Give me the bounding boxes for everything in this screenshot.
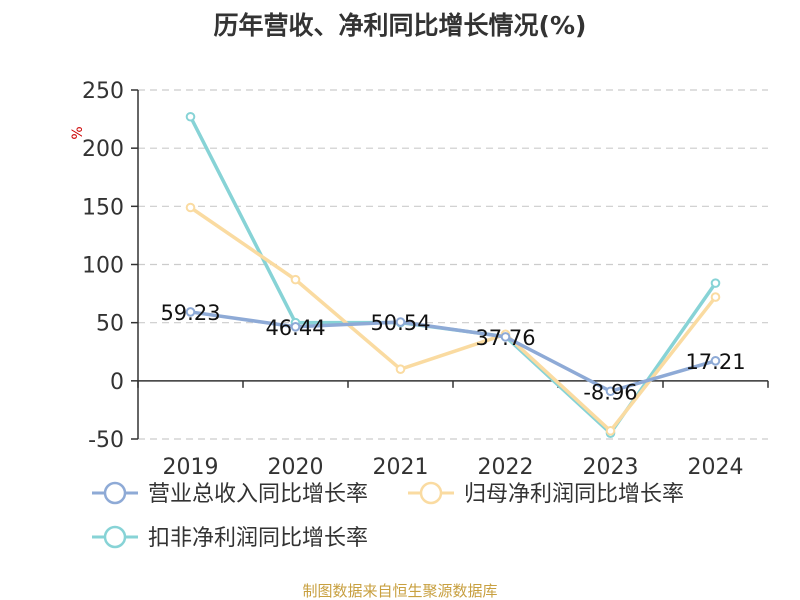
data-point xyxy=(185,307,196,317)
data-label: 59.23 xyxy=(160,301,220,325)
series-line xyxy=(189,206,717,433)
legend-item[interactable]: 扣非净利润同比增长率 xyxy=(92,525,368,551)
x-tick-label: 2020 xyxy=(268,455,324,480)
data-label: -8.96 xyxy=(583,380,637,404)
data-point xyxy=(185,111,196,122)
y-tick-label: 50 xyxy=(96,312,124,337)
series-3 xyxy=(185,111,721,438)
legend-label: 营业总收入同比增长率 xyxy=(148,482,368,507)
data-point xyxy=(500,332,511,342)
axis-layer: -50 0 50 100 150 200 250 2019 2020 2021 2022 2023 20… xyxy=(82,79,769,480)
y-tick-label: -50 xyxy=(88,428,124,453)
y-tick-label: 0 xyxy=(110,370,124,395)
x-tick-label: 2024 xyxy=(688,455,744,480)
data-point xyxy=(395,317,406,327)
legend-label: 扣非净利润同比增长率 xyxy=(148,526,368,551)
chart-title: 历年营收、净利同比增长情况(%) xyxy=(214,11,587,40)
data-point xyxy=(290,322,301,332)
data-label: 37.76 xyxy=(475,326,535,350)
series-line xyxy=(190,310,716,394)
data-label-layer: 59.23 46.44 50.54 37.76 -8.96 17.21 xyxy=(160,301,745,404)
y-axis-unit: % xyxy=(70,126,86,139)
series-1 xyxy=(185,307,721,397)
legend-swatch-marker xyxy=(103,481,127,505)
y-tick-label: 250 xyxy=(82,79,124,104)
x-tick-label: 2023 xyxy=(583,455,639,480)
x-tick-label: 2022 xyxy=(478,455,534,480)
series-layer xyxy=(185,111,721,438)
y-tick-label: 200 xyxy=(82,137,124,162)
x-tick-label: 2021 xyxy=(373,455,429,480)
x-tick-label: 2019 xyxy=(163,455,219,480)
y-tick-label: 150 xyxy=(82,195,124,220)
data-point xyxy=(710,356,721,366)
data-label: 17.21 xyxy=(685,350,745,374)
legend-swatch-marker xyxy=(103,525,127,549)
data-point xyxy=(710,292,721,302)
data-point xyxy=(605,426,616,436)
legend-item[interactable]: 营业总收入同比增长率 xyxy=(92,481,368,507)
y-tick-label: 100 xyxy=(82,254,124,279)
data-point xyxy=(710,278,721,288)
data-label: 50.54 xyxy=(370,311,430,335)
data-point xyxy=(290,274,301,285)
data-point xyxy=(605,386,616,397)
legend-label: 归母净利润同比增长率 xyxy=(464,482,684,507)
data-label: 46.44 xyxy=(265,316,325,340)
data-point xyxy=(185,202,196,213)
source-note: 制图数据来自恒生聚源数据库 xyxy=(302,582,497,600)
legend-swatch-marker xyxy=(419,481,443,505)
data-point xyxy=(395,364,406,375)
legend-item[interactable]: 归母净利润同比增长率 xyxy=(408,481,684,507)
grid-layer xyxy=(138,89,768,440)
